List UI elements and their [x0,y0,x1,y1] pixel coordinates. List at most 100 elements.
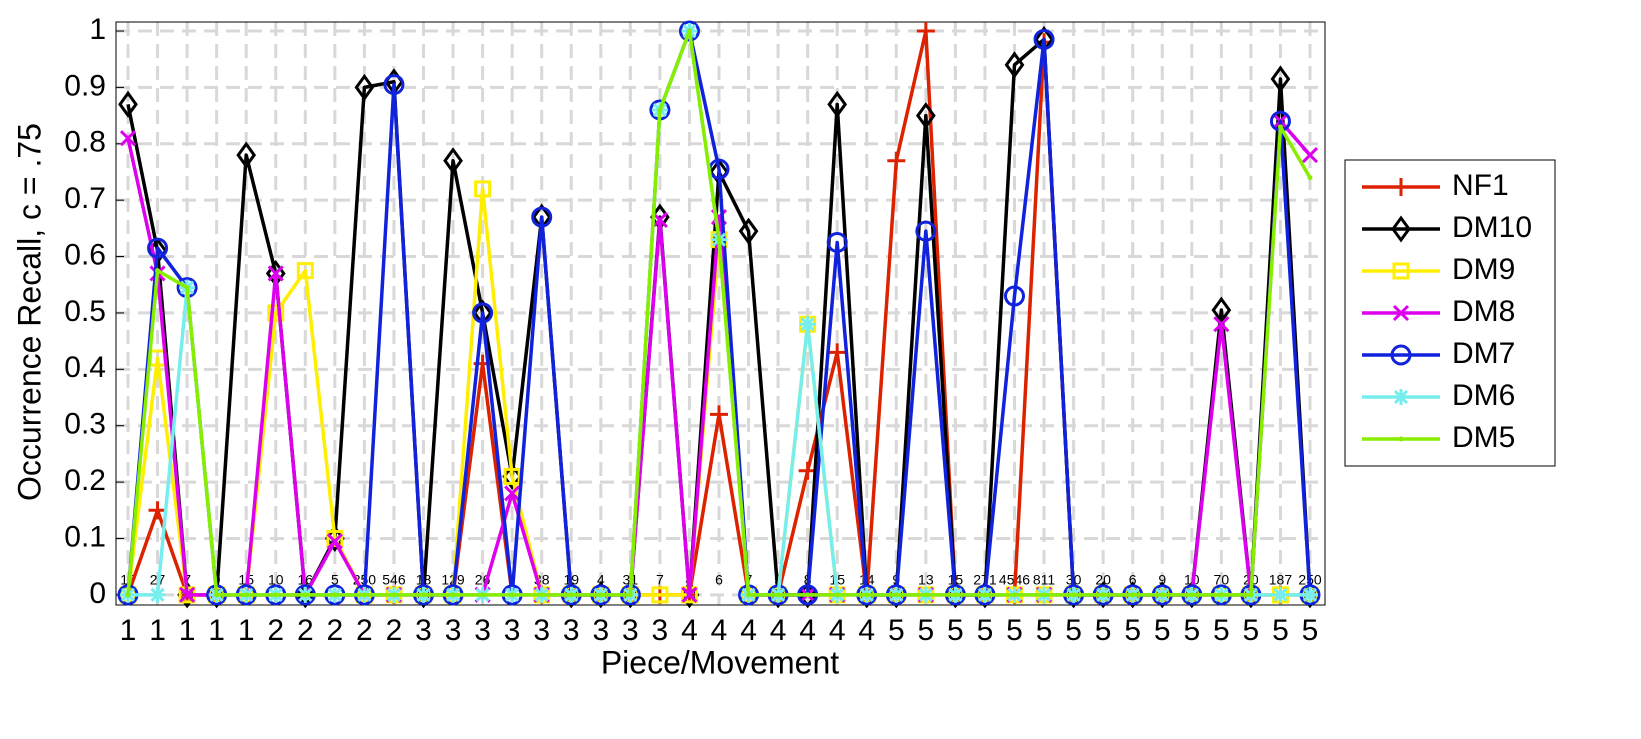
marker [893,592,899,598]
marker [480,592,486,598]
x-tick-label: 1 [120,614,137,647]
x-tick-label: 5 [1272,614,1289,647]
marker [1392,178,1410,196]
x-tick-label: 3 [415,614,432,647]
marker [1159,592,1165,598]
marker [296,262,314,280]
x-tick-label: 1 [238,614,255,647]
point-label: 187 [1269,572,1293,588]
x-tick-label: 3 [504,614,521,647]
marker [502,462,523,490]
x-tick-label: 5 [1124,614,1141,647]
marker [1041,592,1047,598]
marker [179,586,196,603]
marker [1004,51,1025,79]
marker [775,592,781,598]
marker [391,592,397,598]
x-tick-label: 3 [563,614,580,647]
x-tick-label: 2 [297,614,314,647]
marker [302,592,308,598]
x-tick-label: 3 [592,614,609,647]
marker [155,268,161,274]
x-tick-label: 5 [1095,614,1112,647]
y-axis-label: Occurrence Recall, c = .75 [11,123,47,501]
marker [864,592,870,598]
marker [746,592,752,598]
axes-box [115,21,1326,606]
x-tick-label: 5 [1036,614,1053,647]
marker [982,592,988,598]
x-tick-label: 5 [1183,614,1200,647]
legend-label: DM8 [1452,295,1515,328]
x-tick-label: 2 [267,614,284,647]
marker [598,592,604,598]
marker [149,586,166,603]
marker [531,206,553,228]
x-tick-label: 4 [770,614,787,647]
marker [738,217,759,245]
marker [1071,592,1077,598]
marker [539,592,545,598]
marker [504,485,521,502]
x-tick-label: 4 [858,614,875,647]
x-axis-label: Piece/Movement [601,644,839,680]
marker [125,592,131,598]
marker [243,592,249,598]
marker [472,302,494,324]
marker [1390,344,1412,366]
y-tick-label: 0.9 [64,69,106,102]
legend-label: DM6 [1452,379,1515,412]
marker [119,130,137,147]
x-tick-label: 5 [1006,614,1023,647]
point-label: 20 [1095,572,1111,588]
marker [443,147,463,175]
marker [1213,316,1230,333]
x-tick-label: 5 [947,614,964,647]
marker [214,592,220,598]
point-label: 5 [331,572,339,588]
marker [651,586,669,604]
marker [1302,586,1318,603]
point-label: 9 [1158,572,1166,588]
y-tick-label: 0.7 [64,182,106,215]
x-tick-label: 2 [356,614,373,647]
x-tick-label: 1 [179,614,196,647]
marker [627,592,633,598]
marker [147,237,169,259]
marker [361,592,367,598]
marker [887,151,906,170]
x-tick-label: 1 [149,614,166,647]
marker [1272,586,1289,603]
marker [267,304,285,322]
x-tick-label: 2 [327,614,344,647]
legend-label: NF1 [1452,169,1509,202]
marker [686,28,692,34]
x-tick-label: 4 [711,614,728,647]
point-label: 811 [1033,572,1056,588]
y-tick-label: 0 [89,577,106,610]
marker [1398,436,1404,442]
marker [657,107,663,113]
y-tick-label: 0.3 [64,408,106,441]
marker [1307,175,1313,181]
marker [1393,389,1409,405]
x-tick-label: 3 [622,614,639,647]
marker [1012,592,1017,598]
marker [1100,592,1106,598]
y-tick-label: 0.2 [64,464,106,497]
legend-label: DM10 [1452,211,1532,244]
marker [923,592,929,598]
marker [826,231,848,253]
x-tick-label: 1 [208,614,225,647]
marker [568,592,574,598]
y-tick-label: 1 [89,13,106,46]
point-label: 4 [597,572,605,588]
marker [509,592,515,598]
marker [827,90,848,118]
marker [326,529,344,547]
point-label: 6 [1129,572,1137,588]
marker [184,285,190,291]
marker [118,90,138,118]
marker [421,592,426,598]
